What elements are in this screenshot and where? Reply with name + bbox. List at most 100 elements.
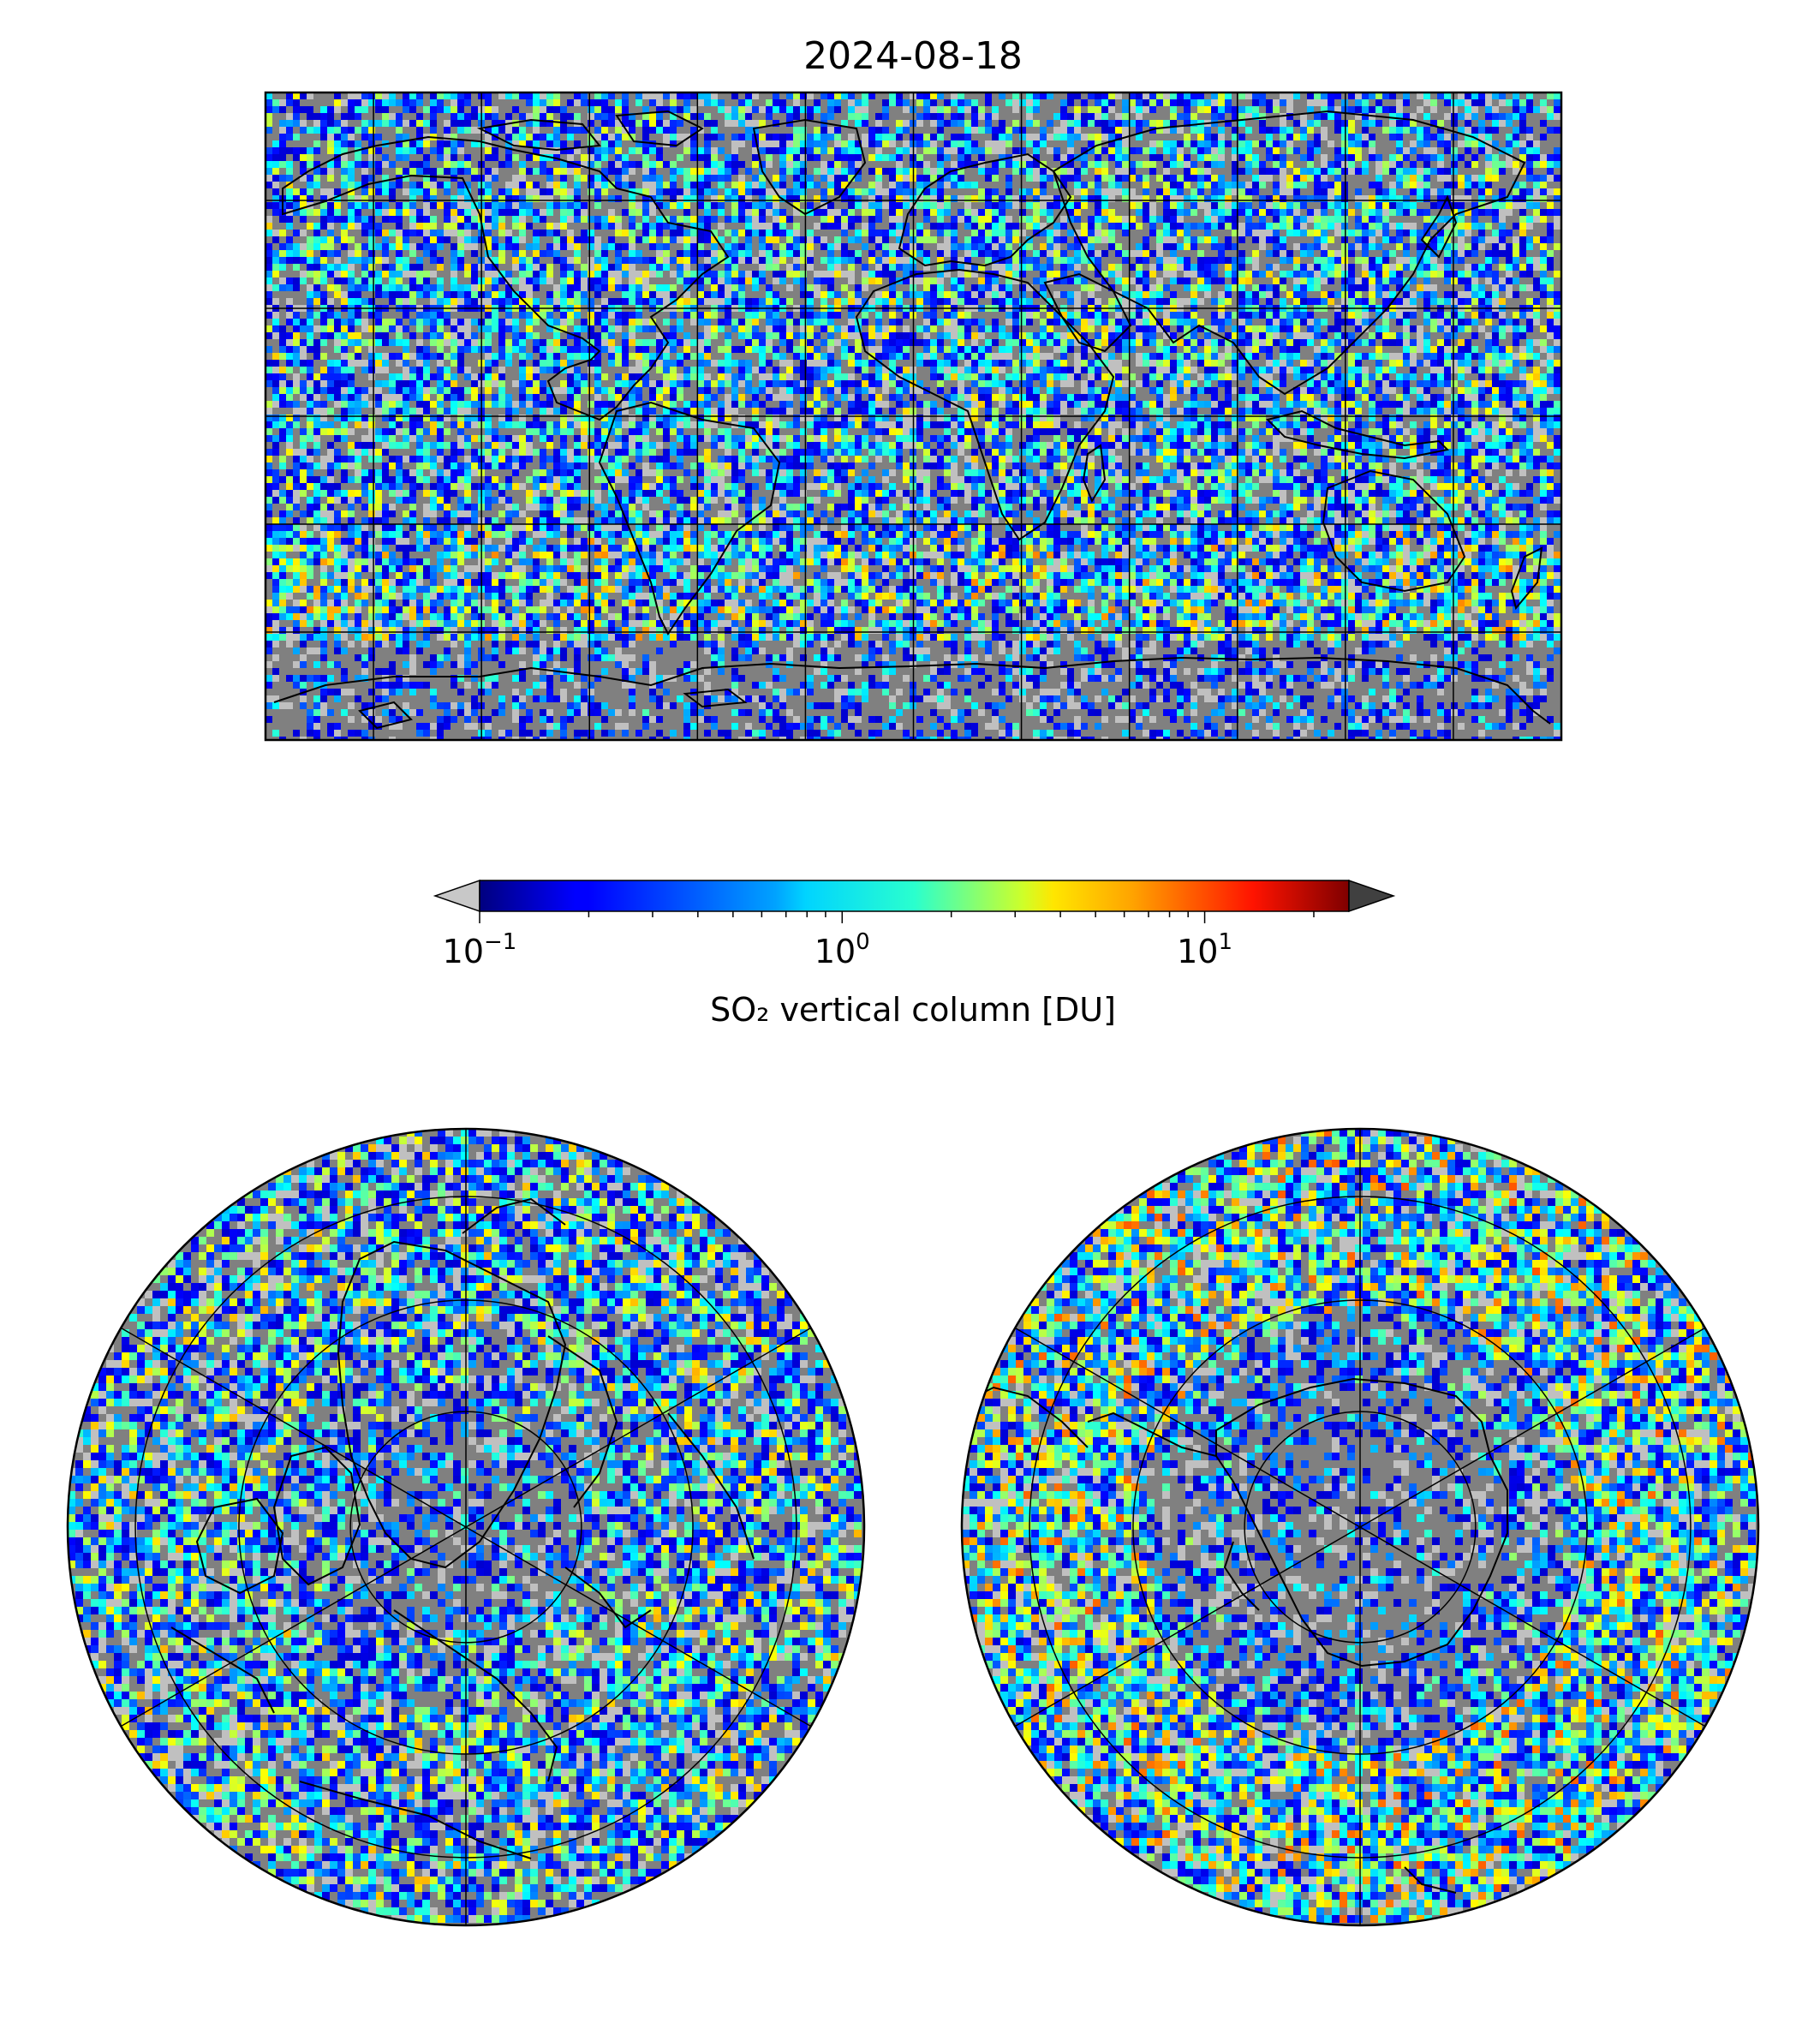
data-pixel	[882, 298, 889, 305]
data-pixel	[546, 209, 553, 216]
data-pixel	[848, 223, 855, 230]
data-pixel	[1300, 230, 1307, 236]
data-pixel	[1095, 188, 1101, 195]
data-pixel	[1375, 182, 1382, 188]
data-pixel	[485, 127, 492, 134]
data-pixel	[862, 92, 868, 99]
data-pixel	[1252, 236, 1259, 243]
data-pixel	[1156, 257, 1163, 264]
data-pixel	[951, 134, 958, 140]
data-pixel	[1513, 161, 1519, 168]
data-pixel	[1143, 188, 1149, 195]
data-pixel	[581, 284, 588, 291]
data-pixel	[313, 277, 320, 284]
data-pixel	[313, 230, 320, 236]
data-pixel	[1177, 257, 1184, 264]
data-pixel	[293, 106, 300, 113]
data-pixel	[1499, 92, 1506, 99]
data-pixel	[711, 250, 718, 257]
data-pixel	[1458, 271, 1465, 277]
data-pixel	[485, 202, 492, 209]
data-pixel	[505, 236, 512, 243]
data-pixel	[1328, 298, 1334, 305]
data-pixel	[731, 271, 738, 277]
data-pixel	[1300, 216, 1307, 223]
data-pixel	[1197, 325, 1204, 332]
data-pixel	[341, 99, 348, 106]
data-pixel	[1506, 230, 1513, 236]
data-pixel	[1218, 106, 1225, 113]
data-pixel	[1513, 243, 1519, 250]
data-pixel	[779, 332, 786, 339]
data-pixel	[786, 230, 793, 236]
data-pixel	[1040, 277, 1047, 284]
data-pixel	[1040, 243, 1047, 250]
data-pixel	[1074, 264, 1081, 271]
data-pixel	[690, 168, 697, 175]
data-pixel	[1533, 298, 1540, 305]
data-pixel	[1163, 147, 1170, 154]
data-pixel	[341, 120, 348, 127]
data-pixel	[1410, 202, 1417, 209]
data-pixel	[1437, 195, 1444, 202]
data-pixel	[1286, 99, 1293, 106]
data-pixel	[629, 209, 636, 216]
data-pixel	[985, 257, 992, 264]
data-pixel	[1389, 154, 1396, 161]
data-pixel	[505, 134, 512, 140]
data-pixel	[1074, 230, 1081, 236]
data-pixel	[1170, 195, 1177, 202]
data-pixel	[1444, 147, 1451, 154]
data-pixel	[820, 92, 827, 99]
data-pixel	[594, 202, 601, 209]
data-pixel	[1293, 175, 1300, 182]
data-pixel	[574, 236, 581, 243]
data-pixel	[656, 243, 663, 250]
data-pixel	[1314, 195, 1321, 202]
data-pixel	[588, 257, 594, 264]
data-pixel	[1444, 99, 1451, 106]
data-pixel	[834, 106, 841, 113]
data-pixel	[1389, 223, 1396, 230]
data-pixel	[1478, 271, 1485, 277]
data-pixel	[1375, 291, 1382, 298]
data-pixel	[1033, 154, 1040, 161]
data-pixel	[1190, 147, 1197, 154]
data-pixel	[1485, 250, 1492, 257]
data-pixel	[396, 209, 403, 216]
data-pixel	[862, 332, 868, 339]
data-pixel	[1259, 216, 1266, 223]
data-pixel	[540, 195, 546, 202]
data-pixel	[663, 291, 670, 298]
data-pixel	[519, 284, 526, 291]
data-pixel	[1458, 243, 1465, 250]
data-pixel	[1417, 209, 1423, 216]
data-pixel	[615, 175, 622, 182]
data-pixel	[1375, 332, 1382, 339]
data-pixel	[725, 106, 731, 113]
data-pixel	[492, 284, 498, 291]
data-pixel	[1238, 257, 1245, 264]
data-pixel	[690, 243, 697, 250]
data-pixel	[1355, 243, 1362, 250]
data-pixel	[711, 202, 718, 209]
data-pixel	[1492, 202, 1499, 209]
data-pixel	[430, 182, 437, 188]
data-pixel	[649, 99, 656, 106]
data-pixel	[656, 182, 663, 188]
data-pixel	[807, 175, 814, 182]
data-pixel	[868, 216, 875, 223]
data-pixel	[389, 92, 396, 99]
data-pixel	[437, 154, 444, 161]
data-pixel	[1396, 236, 1403, 243]
data-pixel	[745, 243, 752, 250]
data-pixel	[1492, 154, 1499, 161]
data-pixel	[1108, 195, 1115, 202]
data-pixel	[848, 250, 855, 257]
data-pixel	[834, 291, 841, 298]
data-pixel	[272, 298, 279, 305]
data-pixel	[711, 168, 718, 175]
data-pixel	[416, 243, 423, 250]
data-pixel	[642, 188, 649, 195]
data-pixel	[546, 92, 553, 99]
